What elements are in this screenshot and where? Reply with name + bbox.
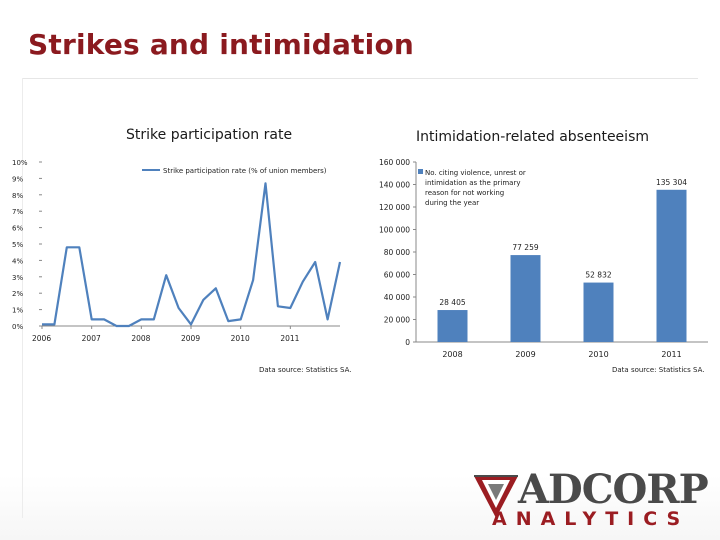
absenteeism-bar-chart: 0 20 000 40 000 60 000 80 000 100 000 120 000 1…	[379, 158, 708, 359]
y-tick-label: 160 000	[379, 158, 410, 167]
logo-wordmark: ADCORP	[518, 466, 709, 513]
y-tick-label: 40 000	[384, 293, 410, 302]
x-tick-label: 2011	[661, 350, 681, 359]
y-tick-label: 140 000	[379, 181, 410, 190]
legend-swatch	[418, 169, 423, 174]
y-tick-label: 20 000	[384, 316, 410, 325]
y-tick-label: 4%	[12, 257, 23, 265]
y-tick-label: 0%	[12, 323, 23, 331]
y-tick-label: 2%	[12, 290, 23, 298]
y-tick-label: 60 000	[384, 271, 410, 280]
title-divider	[22, 78, 698, 79]
y-tick-label: 80 000	[384, 248, 410, 257]
left-chart-heading: Strike participation rate	[126, 127, 293, 143]
y-tick-label: 5%	[12, 241, 23, 249]
y-tick-label: 8%	[12, 192, 23, 200]
y-tick-label: 0	[405, 338, 410, 347]
right-chart-heading: Intimidation-related absenteeism	[416, 129, 649, 145]
side-divider	[22, 78, 23, 518]
legend-label: reason for not working	[425, 189, 504, 197]
legend-label: No. citing violence, unrest or	[425, 169, 526, 177]
bar-value-label: 28 405	[439, 298, 465, 307]
right-chart-source: Data source: Statistics SA.	[612, 366, 705, 374]
bar	[437, 310, 468, 342]
y-tick-label: 100 000	[379, 226, 410, 235]
x-tick-label: 2010	[588, 350, 608, 359]
y-tick-label: 6%	[12, 225, 23, 233]
x-tick-label: 2009	[181, 334, 200, 343]
x-tick-label: 2009	[515, 350, 535, 359]
bar-value-label: 52 832	[585, 271, 611, 280]
x-tick-label: 2008	[442, 350, 462, 359]
legend-label: intimidation as the primary	[425, 179, 520, 187]
y-tick-label: 9%	[12, 175, 23, 183]
legend-label: Strike participation rate (% of union me…	[163, 167, 327, 175]
legend-label: during the year	[425, 199, 479, 207]
x-tick-label: 2011	[280, 334, 299, 343]
adcorp-logo: ADCORP ANALYTICS	[470, 466, 709, 532]
x-tick-label: 2008	[131, 334, 150, 343]
left-chart-source: Data source: Statistics SA.	[259, 366, 352, 374]
strike-line-chart: 0% 1% 2% 3% 4% 5% 6% 7% 8% 9% 10% 2006 2007 2008 2009 2…	[12, 159, 342, 343]
y-tick-label: 7%	[12, 208, 23, 216]
bar	[583, 282, 614, 342]
logo-subtitle: ANALYTICS	[492, 508, 690, 530]
series-line	[42, 182, 342, 328]
slide-title: Strikes and intimidation	[28, 28, 415, 61]
y-tick-label: 3%	[12, 274, 23, 282]
bar	[510, 255, 541, 342]
logo-emblem-icon	[474, 475, 518, 518]
x-tick-label: 2006	[32, 334, 51, 343]
bar-value-label: 77 259	[512, 243, 538, 252]
x-tick-label: 2007	[82, 334, 101, 343]
y-tick-label: 1%	[12, 307, 23, 315]
y-tick-label: 10%	[12, 159, 28, 167]
bar	[656, 189, 687, 342]
bar-value-label: 135 304	[656, 178, 687, 187]
y-tick-label: 120 000	[379, 203, 410, 212]
x-tick-label: 2010	[231, 334, 250, 343]
